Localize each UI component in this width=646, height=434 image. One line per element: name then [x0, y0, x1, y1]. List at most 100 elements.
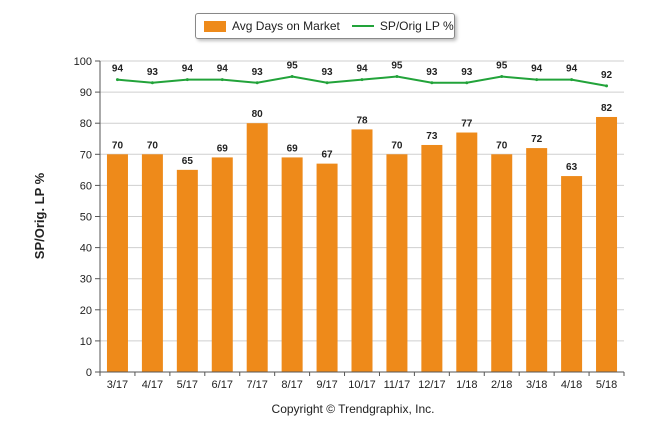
legend-bar-label: Avg Days on Market: [232, 19, 340, 33]
line-point: [185, 78, 189, 82]
line-series: [115, 75, 609, 88]
line-point: [115, 78, 119, 82]
line-point: [465, 81, 469, 85]
x-tick-label: 12/17: [418, 379, 446, 391]
line-value-label: 94: [356, 64, 368, 75]
line-value-label: 94: [217, 64, 229, 75]
bar: [561, 176, 583, 372]
x-tick-label: 2/18: [491, 379, 512, 391]
line-value-label: 94: [182, 64, 194, 75]
legend-item-bar: Avg Days on Market: [204, 19, 340, 33]
line-value-label: 94: [112, 64, 124, 75]
y-tick-label: 90: [80, 87, 92, 99]
x-tick-label: 11/17: [384, 379, 411, 391]
line-point: [395, 75, 399, 79]
line-point: [360, 78, 364, 82]
x-tick-label: 4/17: [142, 379, 163, 391]
line-value-label: 93: [322, 67, 334, 78]
bar: [596, 116, 618, 372]
bar-value-label: 70: [391, 140, 403, 151]
legend-item-line: SP/Orig LP %: [351, 19, 454, 33]
y-tick-label: 60: [80, 180, 92, 192]
y-tick-label: 40: [80, 243, 92, 255]
line-value-label: 94: [566, 64, 578, 75]
line-point: [535, 78, 539, 82]
line-point: [150, 81, 154, 85]
y-tick-label: 20: [80, 305, 92, 317]
bar: [386, 154, 408, 372]
bar-value-label: 82: [601, 103, 613, 114]
line-point: [220, 78, 224, 82]
line-value-label: 95: [391, 61, 403, 72]
bar-value-label: 77: [461, 119, 473, 130]
y-tick-label: 100: [74, 56, 92, 68]
bar-value-label: 69: [217, 143, 229, 154]
y-axis-label: SP/Orig. LP %: [32, 172, 47, 259]
axes: 0 10 20 30 40 50 60 70 80 90 100 3/17 4/17 5/17 6/17 7/…: [74, 56, 625, 391]
x-tick-label: 5/17: [177, 379, 198, 391]
y-tick-label: 10: [80, 336, 92, 348]
x-tick-label: 3/18: [526, 379, 547, 391]
bar: [491, 154, 513, 372]
x-tick-label: 9/17: [316, 379, 337, 391]
legend-line-label: SP/Orig LP %: [379, 19, 454, 33]
bar: [176, 169, 198, 372]
x-tick-label: 4/18: [561, 379, 582, 391]
bar-value-label: 70: [112, 140, 124, 151]
data-labels: 70 70 65 69 80 69 67 78 70 73 77 70 72 63 82 94 93 94 94 93…: [112, 61, 613, 174]
bar: [421, 144, 443, 372]
line-point: [605, 84, 609, 88]
bar: [351, 129, 373, 372]
bar: [106, 154, 128, 372]
x-tick-label: 5/18: [596, 379, 617, 391]
line-value-label: 93: [252, 67, 264, 78]
copyright-text: Copyright © Trendgraphix, Inc.: [271, 402, 435, 416]
y-tick-label: 80: [80, 118, 92, 130]
bar-value-label: 69: [287, 143, 299, 154]
bar-value-label: 70: [496, 140, 508, 151]
line-value-label: 92: [601, 70, 613, 81]
x-tick-label: 1/18: [456, 379, 477, 391]
legend-bar-swatch: [204, 20, 226, 32]
legend-line-swatch: [351, 25, 374, 27]
bar-value-label: 70: [147, 140, 159, 151]
x-tick-label: 3/17: [107, 379, 128, 391]
bar: [211, 157, 233, 372]
bar-value-label: 73: [426, 131, 438, 142]
line-point: [325, 81, 329, 85]
bar-value-label: 80: [252, 109, 264, 120]
bar-value-label: 65: [182, 156, 194, 167]
line-path: [117, 75, 607, 87]
bar-series: [106, 116, 618, 372]
bar: [141, 154, 163, 372]
bar-value-label: 72: [531, 134, 543, 145]
x-tick-label: 6/17: [212, 379, 233, 391]
x-tick-label: 8/17: [281, 379, 302, 391]
legend: Avg Days on Market SP/Orig LP %: [195, 13, 455, 39]
bar-value-label: 63: [566, 162, 578, 173]
line-point: [255, 81, 259, 85]
bar: [526, 148, 548, 372]
line-point: [430, 81, 434, 85]
x-tick-label: 10/17: [348, 379, 376, 391]
line-value-label: 93: [426, 67, 438, 78]
line-value-label: 95: [496, 61, 508, 72]
line-value-label: 94: [531, 64, 543, 75]
y-tick-label: 70: [80, 149, 92, 161]
bar: [456, 132, 478, 372]
line-point: [570, 78, 574, 82]
bar: [246, 123, 268, 372]
y-tick-label: 0: [86, 367, 92, 379]
line-point: [290, 75, 294, 79]
bar: [281, 157, 303, 372]
y-tick-label: 50: [80, 212, 92, 224]
y-tick-label: 30: [80, 274, 92, 286]
line-value-label: 93: [461, 67, 473, 78]
bar: [316, 163, 338, 372]
line-point: [500, 75, 504, 79]
line-value-label: 93: [147, 67, 159, 78]
line-value-label: 95: [287, 61, 299, 72]
bar-value-label: 67: [322, 150, 334, 161]
x-tick-label: 7/17: [246, 379, 267, 391]
